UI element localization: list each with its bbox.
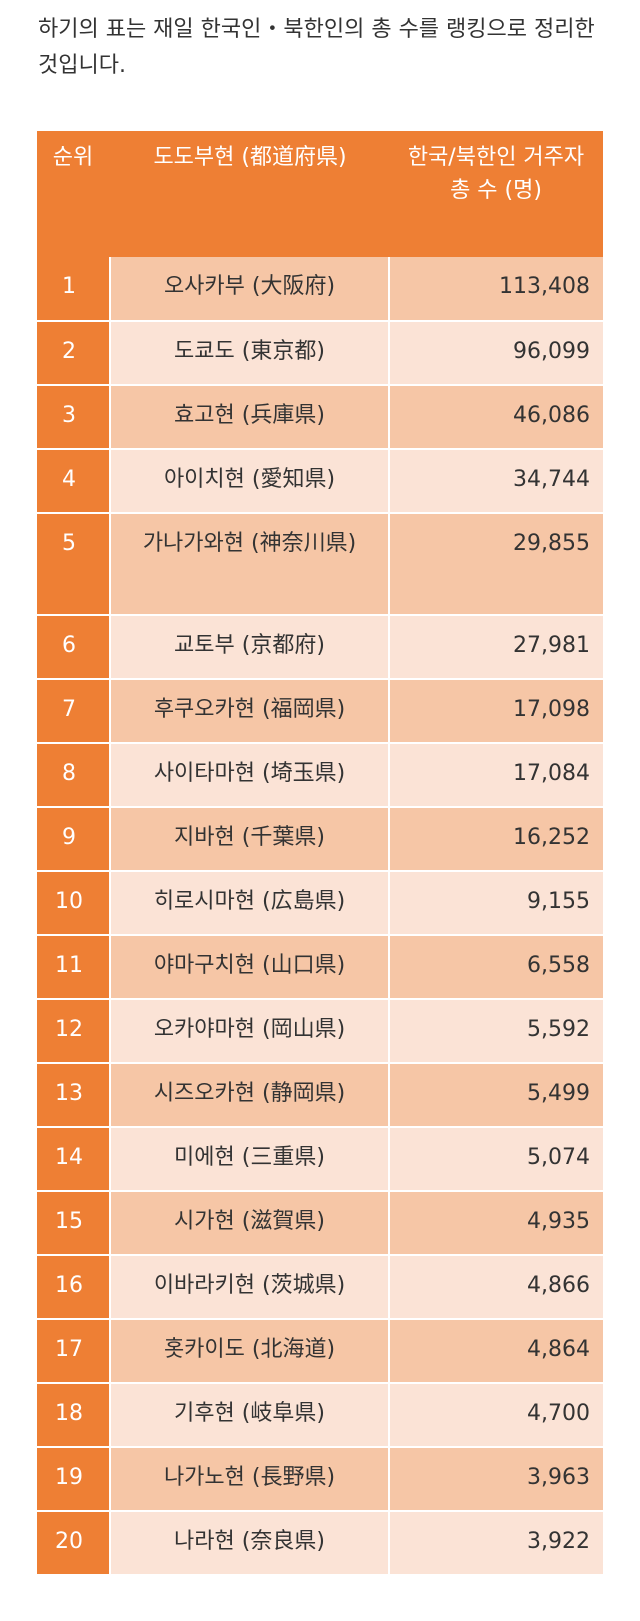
rank-cell: 20 — [37, 1511, 110, 1576]
rank-cell: 6 — [37, 615, 110, 680]
rank-cell: 10 — [37, 871, 110, 936]
count-cell: 3,922 — [388, 1511, 603, 1576]
rank-cell: 11 — [37, 935, 110, 1000]
count-cell: 5,499 — [388, 1063, 603, 1128]
prefecture-cell: 사이타마현 (埼玉県) — [109, 743, 389, 808]
table-row: 3 효고현 (兵庫県) 46,086 — [37, 385, 603, 450]
count-cell: 17,098 — [388, 679, 603, 744]
rank-cell: 2 — [37, 321, 110, 386]
prefecture-cell: 오카야마현 (岡山県) — [109, 999, 389, 1064]
rank-cell: 14 — [37, 1127, 110, 1192]
table-row: 15 시가현 (滋賀県) 4,935 — [37, 1191, 603, 1256]
count-cell: 4,935 — [388, 1191, 603, 1256]
count-cell: 5,592 — [388, 999, 603, 1064]
header-count: 한국/북한인 거주자 총 수 (명) — [389, 131, 603, 257]
count-cell: 4,866 — [388, 1255, 603, 1320]
count-cell: 113,408 — [388, 257, 603, 322]
count-cell: 29,855 — [388, 513, 603, 616]
count-cell: 4,700 — [388, 1383, 603, 1448]
prefecture-cell: 나가노현 (長野県) — [109, 1447, 389, 1512]
rank-cell: 12 — [37, 999, 110, 1064]
table-row: 13 시즈오카현 (静岡県) 5,499 — [37, 1063, 603, 1128]
rank-cell: 18 — [37, 1383, 110, 1448]
table-header: 순위 도도부현 (都道府県) 한국/북한인 거주자 총 수 (명) — [37, 131, 603, 257]
table-row: 1 오사카부 (大阪府) 113,408 — [37, 257, 603, 322]
count-cell: 27,981 — [388, 615, 603, 680]
prefecture-cell: 도쿄도 (東京都) — [109, 321, 389, 386]
prefecture-cell: 미에현 (三重県) — [109, 1127, 389, 1192]
count-cell: 4,864 — [388, 1319, 603, 1384]
table-row: 10 히로시마현 (広島県) 9,155 — [37, 871, 603, 936]
table-row: 16 이바라키현 (茨城県) 4,866 — [37, 1255, 603, 1320]
prefecture-cell: 히로시마현 (広島県) — [109, 871, 389, 936]
rank-cell: 15 — [37, 1191, 110, 1256]
rank-cell: 9 — [37, 807, 110, 872]
prefecture-cell: 교토부 (京都府) — [109, 615, 389, 680]
rank-cell: 1 — [37, 257, 110, 322]
table-row: 20 나라현 (奈良県) 3,922 — [37, 1511, 603, 1576]
table-row: 6 교토부 (京都府) 27,981 — [37, 615, 603, 680]
table-row: 19 나가노현 (長野県) 3,963 — [37, 1447, 603, 1512]
table-row: 11 야마구치현 (山口県) 6,558 — [37, 935, 603, 1000]
prefecture-cell: 지바현 (千葉県) — [109, 807, 389, 872]
prefecture-cell: 후쿠오카현 (福岡県) — [109, 679, 389, 744]
prefecture-cell: 가나가와현 (神奈川県) — [109, 513, 389, 616]
prefecture-cell: 홋카이도 (北海道) — [109, 1319, 389, 1384]
prefecture-cell: 이바라키현 (茨城県) — [109, 1255, 389, 1320]
count-cell: 5,074 — [388, 1127, 603, 1192]
table-row: 9 지바현 (千葉県) 16,252 — [37, 807, 603, 872]
table-row: 7 후쿠오카현 (福岡県) 17,098 — [37, 679, 603, 744]
rank-cell: 19 — [37, 1447, 110, 1512]
count-cell: 46,086 — [388, 385, 603, 450]
prefecture-cell: 시가현 (滋賀県) — [109, 1191, 389, 1256]
rank-cell: 17 — [37, 1319, 110, 1384]
rank-cell: 16 — [37, 1255, 110, 1320]
table-row: 5 가나가와현 (神奈川県) 29,855 — [37, 513, 603, 616]
header-prefecture: 도도부현 (都道府県) — [109, 131, 389, 257]
rank-cell: 13 — [37, 1063, 110, 1128]
table-row: 8 사이타마현 (埼玉県) 17,084 — [37, 743, 603, 808]
rank-cell: 7 — [37, 679, 110, 744]
rank-cell: 8 — [37, 743, 110, 808]
count-cell: 96,099 — [388, 321, 603, 386]
count-cell: 6,558 — [388, 935, 603, 1000]
ranking-table: 순위 도도부현 (都道府県) 한국/북한인 거주자 총 수 (명) 1 오사카부 … — [37, 131, 603, 1576]
table-row: 12 오카야마현 (岡山県) 5,592 — [37, 999, 603, 1064]
rank-cell: 5 — [37, 513, 110, 616]
prefecture-cell: 오사카부 (大阪府) — [109, 257, 389, 322]
prefecture-cell: 효고현 (兵庫県) — [109, 385, 389, 450]
rank-cell: 4 — [37, 449, 110, 514]
prefecture-cell: 야마구치현 (山口県) — [109, 935, 389, 1000]
prefecture-cell: 나라현 (奈良県) — [109, 1511, 389, 1576]
count-cell: 3,963 — [388, 1447, 603, 1512]
header-rank: 순위 — [37, 131, 110, 257]
table-row: 17 홋카이도 (北海道) 4,864 — [37, 1319, 603, 1384]
prefecture-cell: 아이치현 (愛知県) — [109, 449, 389, 514]
table-body: 1 오사카부 (大阪府) 113,408 2 도쿄도 (東京都) 96,099 3 효고현 (… — [37, 257, 603, 1576]
intro-text: 하기의 표는 재일 한국인・북한인의 총 수를 랭킹으로 정리한 것입니다. — [38, 17, 595, 78]
count-cell: 17,084 — [388, 743, 603, 808]
table-row: 4 아이치현 (愛知県) 34,744 — [37, 449, 603, 514]
count-cell: 9,155 — [388, 871, 603, 936]
table-row: 2 도쿄도 (東京都) 96,099 — [37, 321, 603, 386]
count-cell: 16,252 — [388, 807, 603, 872]
rank-cell: 3 — [37, 385, 110, 450]
table-row: 14 미에현 (三重県) 5,074 — [37, 1127, 603, 1192]
prefecture-cell: 기후현 (岐阜県) — [109, 1383, 389, 1448]
prefecture-cell: 시즈오카현 (静岡県) — [109, 1063, 389, 1128]
count-cell: 34,744 — [388, 449, 603, 514]
table-row: 18 기후현 (岐阜県) 4,700 — [37, 1383, 603, 1448]
